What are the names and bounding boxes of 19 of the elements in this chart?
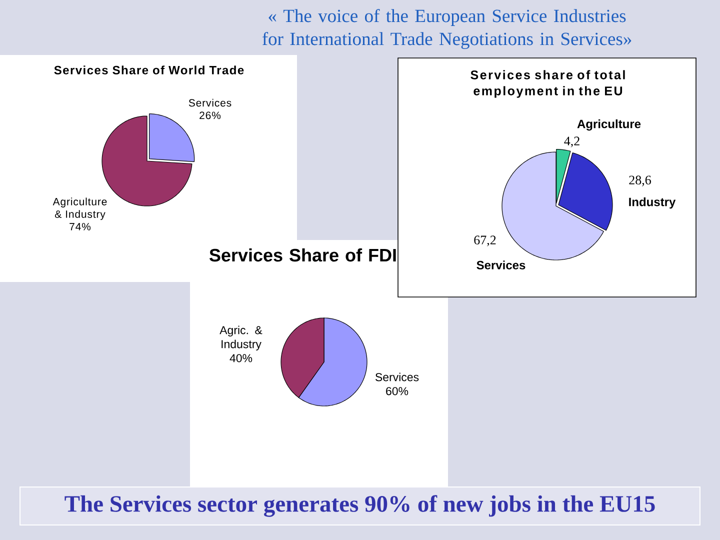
data-label: 28,6 [629,176,651,186]
data-label: 67,2 [474,236,496,246]
slice-label: Services [476,260,526,270]
slice-label: Agriculture & Industry [52,198,107,220]
text: The Services sector generates 90% of new jobs in the EU15 [64,495,655,517]
slice-label: Industry [629,197,676,209]
data-label: 60% [386,387,408,396]
data-label: 4,2 [564,136,580,148]
chart-title: Services Share of FDI [209,248,396,262]
slice-label: Services [188,98,232,107]
slice-label: Agriculture [577,119,641,131]
data-label: 74% [70,222,91,230]
chart-title: Services share of total employment in the EU [470,70,625,98]
data-label: 40% [230,354,252,362]
slice-label: Services [375,372,419,382]
slice-label: Agric. & Industry [220,326,262,350]
data-label: 26% [200,112,221,120]
chart-title: Services Share of World Trade [54,66,244,74]
text: « The voice of the European Service Industries for International Trade Negotiations in Services» [262,8,632,50]
